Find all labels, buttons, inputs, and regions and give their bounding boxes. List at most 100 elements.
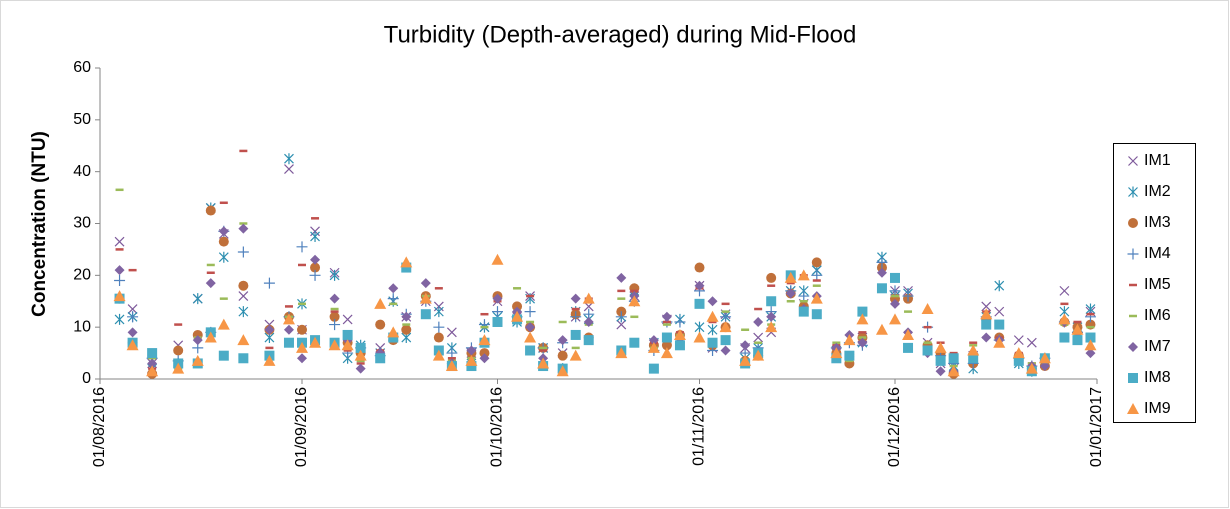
point bbox=[329, 293, 340, 304]
point bbox=[1012, 347, 1025, 359]
point bbox=[524, 306, 536, 318]
point bbox=[537, 357, 550, 369]
point bbox=[191, 354, 204, 366]
y-axis-label: Concentration (NTU) bbox=[29, 131, 50, 317]
point bbox=[615, 347, 628, 359]
point bbox=[113, 290, 126, 302]
point bbox=[512, 301, 523, 312]
point bbox=[889, 285, 901, 297]
legend-label: IM7 bbox=[1144, 338, 1171, 355]
point bbox=[876, 267, 887, 278]
point bbox=[282, 313, 295, 325]
point bbox=[525, 345, 536, 356]
point bbox=[374, 297, 387, 309]
point bbox=[446, 327, 457, 338]
point bbox=[465, 354, 478, 366]
point bbox=[492, 316, 503, 327]
legend-label: IM1 bbox=[1144, 152, 1171, 169]
point bbox=[981, 332, 992, 343]
point bbox=[479, 348, 490, 359]
point bbox=[583, 335, 594, 346]
point bbox=[284, 164, 294, 174]
point bbox=[994, 306, 1005, 317]
point bbox=[401, 324, 412, 335]
point bbox=[387, 293, 399, 305]
point bbox=[981, 319, 992, 330]
point bbox=[296, 241, 308, 253]
point bbox=[994, 319, 1005, 330]
point bbox=[707, 324, 718, 336]
point bbox=[400, 256, 413, 268]
point bbox=[127, 311, 139, 323]
point bbox=[660, 347, 673, 359]
point bbox=[375, 319, 386, 330]
legend-label: IM2 bbox=[1144, 183, 1171, 200]
point bbox=[739, 354, 752, 366]
point bbox=[648, 363, 659, 374]
point bbox=[811, 257, 822, 268]
y-tick-label: 60 bbox=[73, 59, 91, 76]
point bbox=[1013, 335, 1024, 346]
x-tick-label: 01/10/2016 bbox=[489, 387, 506, 467]
point bbox=[491, 253, 504, 265]
point bbox=[798, 306, 809, 317]
point bbox=[466, 361, 477, 372]
point bbox=[237, 246, 249, 258]
point bbox=[935, 366, 946, 377]
point bbox=[238, 291, 249, 301]
point bbox=[615, 311, 627, 323]
point bbox=[935, 355, 946, 366]
point bbox=[876, 283, 887, 294]
legend-marker bbox=[1128, 156, 1138, 166]
point bbox=[328, 339, 341, 351]
legend-label: IM9 bbox=[1144, 400, 1171, 417]
point bbox=[388, 283, 399, 294]
point bbox=[1071, 323, 1084, 335]
point bbox=[309, 269, 321, 281]
point bbox=[1084, 339, 1097, 351]
point bbox=[192, 293, 203, 305]
point bbox=[205, 278, 216, 289]
point bbox=[205, 205, 216, 216]
point bbox=[238, 353, 249, 364]
point bbox=[329, 269, 340, 281]
point bbox=[694, 280, 705, 291]
point bbox=[888, 313, 901, 325]
point bbox=[857, 337, 868, 348]
legend-marker bbox=[1128, 342, 1138, 352]
point bbox=[661, 311, 672, 322]
point bbox=[446, 347, 458, 359]
point bbox=[329, 311, 340, 322]
point bbox=[147, 358, 158, 369]
point bbox=[147, 348, 158, 359]
point bbox=[127, 304, 138, 314]
y-tick-label: 50 bbox=[73, 111, 91, 128]
point bbox=[740, 340, 751, 351]
point bbox=[432, 349, 445, 361]
point bbox=[903, 342, 914, 353]
point bbox=[1026, 337, 1037, 348]
y-tick-label: 0 bbox=[82, 370, 91, 387]
point bbox=[707, 296, 718, 307]
point bbox=[1058, 313, 1071, 325]
point bbox=[902, 328, 915, 340]
point bbox=[948, 353, 959, 364]
point bbox=[674, 340, 685, 351]
point bbox=[831, 353, 842, 364]
point bbox=[798, 290, 810, 302]
point bbox=[479, 353, 490, 364]
point bbox=[797, 269, 810, 281]
point bbox=[785, 288, 796, 299]
point bbox=[784, 271, 797, 283]
point bbox=[173, 345, 184, 356]
point bbox=[329, 319, 341, 331]
point bbox=[967, 344, 980, 356]
legend-label: IM5 bbox=[1144, 276, 1171, 293]
point bbox=[993, 336, 1006, 348]
point bbox=[1025, 362, 1038, 374]
point bbox=[297, 353, 308, 364]
point bbox=[342, 314, 353, 325]
point bbox=[889, 272, 900, 283]
point bbox=[284, 153, 294, 165]
point bbox=[387, 326, 400, 338]
